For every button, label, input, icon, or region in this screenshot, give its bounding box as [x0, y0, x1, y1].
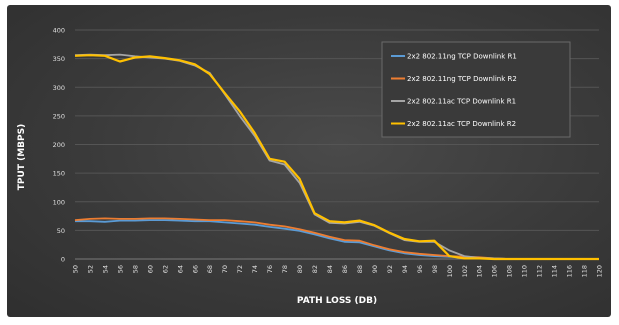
x-tick-label: 64 [176, 265, 184, 273]
x-tick-label: 110 [521, 265, 529, 277]
x-tick-label: 52 [86, 265, 94, 273]
x-tick-label: 66 [191, 265, 199, 273]
legend-box [381, 41, 571, 138]
y-tick-label: 50 [57, 227, 65, 235]
line-chart: 0 50 100 150 200 250 300 350 400 50 52 54 56 58 60 62 6… [17, 27, 604, 307]
x-tick-labels: 50 52 54 56 58 60 62 64 66 68 70 72 74 76 78 80 82 84 86 88… [72, 265, 604, 277]
x-tick-label: 50 [72, 265, 80, 273]
legend: 2x2 802.11ng TCP Downlink R1 2x2 802.11ng… [381, 41, 571, 138]
x-tick-label: 98 [431, 265, 439, 273]
series-lines [74, 53, 599, 261]
legend-label: 2x2 802.11ng TCP Downlink R2 [407, 75, 517, 83]
legend-label: 2x2 802.11ac TCP Downlink R1 [407, 98, 516, 106]
legend-label: 2x2 802.11ac TCP Downlink R2 [407, 120, 516, 128]
x-tick-label: 72 [236, 265, 244, 273]
x-tick-label: 70 [221, 265, 229, 273]
chart-area: 0 50 100 150 200 250 300 350 400 50 52 54 56 58 60 62 6… [7, 5, 611, 317]
series-line-2 [74, 217, 599, 260]
y-tick-labels: 0 50 100 150 200 250 300 350 400 [53, 27, 65, 264]
y-tick-label: 150 [53, 170, 65, 178]
y-tick-label: 0 [61, 256, 65, 264]
x-tick-label: 88 [356, 265, 364, 273]
x-tick-label: 106 [491, 265, 499, 277]
series-line-4 [74, 54, 599, 261]
x-tick-label: 80 [296, 265, 304, 273]
x-tick-label: 86 [341, 265, 349, 273]
x-tick-label: 104 [476, 265, 484, 277]
x-tick-label: 74 [251, 265, 259, 273]
y-tick-label: 200 [53, 141, 65, 149]
series-line-1 [75, 219, 599, 260]
x-tick-label: 112 [536, 265, 544, 277]
x-tick-label: 60 [146, 265, 154, 273]
page-margin [0, 0, 7, 325]
x-tick-label: 82 [311, 265, 319, 273]
x-tick-label: 116 [566, 265, 574, 277]
x-tick-label: 94 [401, 265, 409, 273]
x-tick-label: 96 [416, 265, 424, 273]
x-tick-label: 62 [161, 265, 169, 273]
y-tick-label: 250 [53, 112, 65, 120]
y-tick-label: 350 [53, 55, 65, 63]
x-tick-label: 108 [506, 265, 514, 277]
y-axis-label: TPUT (MBPS) [17, 124, 27, 190]
x-tick-label: 114 [551, 265, 559, 277]
x-axis-label: PATH LOSS (DB) [297, 296, 377, 306]
x-tick-label: 90 [371, 265, 379, 273]
x-tick-label: 84 [326, 265, 334, 273]
gridlines [75, 29, 599, 260]
x-tick-label: 68 [206, 265, 214, 273]
x-tick-label: 76 [266, 265, 274, 273]
x-tick-label: 120 [596, 265, 604, 277]
x-tick-label: 78 [281, 265, 289, 273]
legend-label: 2x2 802.11ng TCP Downlink R1 [407, 53, 517, 61]
y-tick-label: 400 [53, 27, 65, 35]
x-tick-label: 118 [581, 265, 589, 277]
x-tick-label: 56 [116, 265, 124, 273]
x-tick-label: 58 [131, 265, 139, 273]
x-tick-label: 100 [446, 265, 454, 277]
x-tick-label: 54 [101, 265, 109, 273]
y-tick-label: 100 [53, 198, 65, 206]
y-tick-label: 300 [53, 84, 65, 92]
x-tick-label: 102 [461, 265, 469, 277]
x-tick-label: 92 [386, 265, 394, 273]
